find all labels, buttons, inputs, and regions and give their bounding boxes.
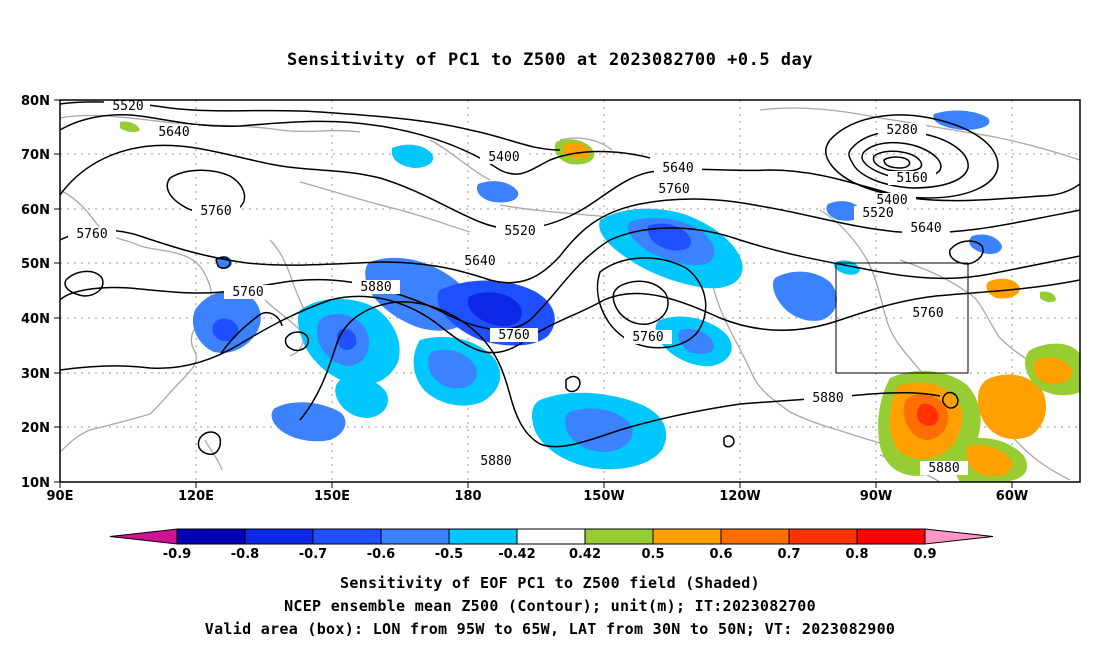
colorbar-label: -0.6 bbox=[367, 547, 395, 562]
contour-label: 5760 bbox=[498, 328, 529, 343]
lon-label: 150E bbox=[314, 489, 350, 504]
contour-label: 5520 bbox=[504, 224, 535, 239]
contour-label: 5880 bbox=[928, 461, 959, 476]
lon-label: 90W bbox=[860, 489, 892, 504]
colorbar-label: 0.6 bbox=[709, 547, 732, 562]
colorbar-label: 0.42 bbox=[569, 547, 601, 562]
caption-line-1: Sensitivity of EOF PC1 to Z500 field (Sh… bbox=[340, 574, 760, 592]
colorbar-swatch bbox=[856, 528, 926, 545]
lat-label: 80N bbox=[21, 94, 50, 109]
contour-label: 5160 bbox=[896, 171, 927, 186]
lat-label: 50N bbox=[21, 257, 50, 272]
contour-label: 5760 bbox=[200, 204, 231, 219]
contour-label: 5400 bbox=[876, 193, 907, 208]
caption-line-3: Valid area (box): LON from 95W to 65W, L… bbox=[204, 620, 896, 638]
caption-line-2: NCEP ensemble mean Z500 (Contour); unit(… bbox=[284, 597, 816, 615]
contour-label: 5760 bbox=[632, 330, 663, 345]
lat-label: 70N bbox=[21, 148, 50, 163]
lon-label: 120W bbox=[719, 489, 760, 504]
contour-label: 5640 bbox=[158, 125, 189, 140]
colorbar-labels: -0.9 -0.8 -0.7 -0.6 -0.5 -0.42 0.42 0.5 … bbox=[163, 547, 937, 562]
colorbar-swatch bbox=[584, 528, 654, 545]
map-border bbox=[59, 99, 1081, 483]
contour-label: 5640 bbox=[662, 161, 693, 176]
colorbar-swatch bbox=[924, 528, 994, 545]
colorbar-swatch bbox=[516, 528, 586, 545]
colorbar-label: -0.9 bbox=[163, 547, 191, 562]
positive-sensitivity-shading bbox=[120, 121, 1080, 482]
lat-label: 40N bbox=[21, 312, 50, 327]
contour-labels: 5520 5640 5760 5760 5400 5520 5640 5760 … bbox=[68, 99, 968, 476]
colorbar-swatch bbox=[176, 528, 246, 545]
lon-label: 180 bbox=[454, 489, 481, 504]
colorbar-label: -0.7 bbox=[299, 547, 327, 562]
colorbar-label: -0.5 bbox=[435, 547, 463, 562]
colorbar-label: 0.8 bbox=[845, 547, 868, 562]
colorbar-swatch bbox=[380, 528, 450, 545]
contour-label: 5760 bbox=[658, 182, 689, 197]
colorbar-label: -0.42 bbox=[498, 547, 535, 562]
axis-ticks bbox=[54, 99, 1013, 488]
longitude-labels: 90E 120E 150E 180 150W 120W 90W 60W bbox=[47, 489, 1029, 504]
contour-label: 5760 bbox=[912, 306, 943, 321]
colorbar-label: 0.7 bbox=[777, 547, 800, 562]
colorbar-label: 0.9 bbox=[913, 547, 936, 562]
contour-label: 5400 bbox=[488, 150, 519, 165]
latitude-labels: 80N 70N 60N 50N 40N 30N 20N 10N bbox=[21, 94, 50, 491]
colorbar-label: -0.8 bbox=[231, 547, 259, 562]
colorbar-swatch bbox=[652, 528, 722, 545]
contour-label: 5640 bbox=[910, 221, 941, 236]
contour-label: 5880 bbox=[812, 391, 843, 406]
contour-label: 5880 bbox=[360, 280, 391, 295]
lon-label: 150W bbox=[583, 489, 624, 504]
contour-label: 5520 bbox=[112, 99, 143, 114]
lat-label: 30N bbox=[21, 367, 50, 382]
colorbar-label: 0.5 bbox=[641, 547, 664, 562]
lon-label: 120E bbox=[178, 489, 214, 504]
lon-label: 60W bbox=[996, 489, 1028, 504]
colorbar-swatch bbox=[720, 528, 790, 545]
valid-area-box bbox=[835, 262, 969, 374]
lat-label: 20N bbox=[21, 421, 50, 436]
contour-label: 5640 bbox=[464, 254, 495, 269]
lon-label: 90E bbox=[47, 489, 74, 504]
colorbar-swatch bbox=[448, 528, 518, 545]
colorbar bbox=[109, 528, 994, 545]
colorbar-swatch bbox=[312, 528, 382, 545]
map-title: Sensitivity of PC1 to Z500 at 2023082700… bbox=[286, 50, 813, 70]
contour-label: 5280 bbox=[886, 123, 917, 138]
contour-label: 5760 bbox=[76, 227, 107, 242]
colorbar-swatch bbox=[244, 528, 314, 545]
lat-label: 60N bbox=[21, 203, 50, 218]
contour-label: 5760 bbox=[232, 285, 263, 300]
lat-label: 10N bbox=[21, 476, 50, 491]
contour-label: 5520 bbox=[862, 206, 893, 221]
contour-label: 5880 bbox=[480, 454, 511, 469]
colorbar-swatch bbox=[788, 528, 858, 545]
colorbar-swatch bbox=[109, 528, 178, 545]
